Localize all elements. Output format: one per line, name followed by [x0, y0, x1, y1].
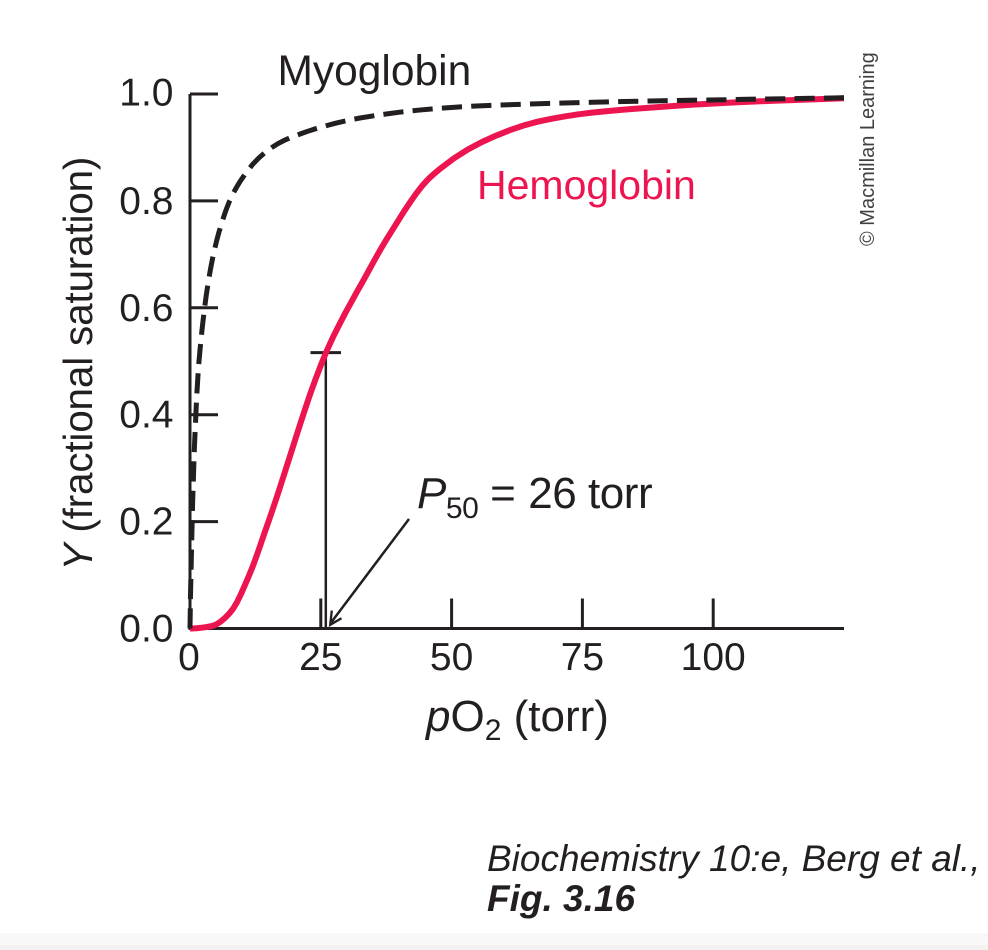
svg-text:1.0: 1.0 — [119, 72, 173, 115]
svg-text:0: 0 — [178, 636, 200, 679]
svg-text:P50 = 26 torr: P50 = 26 torr — [417, 469, 652, 525]
svg-text:100: 100 — [681, 636, 746, 679]
svg-text:50: 50 — [430, 636, 473, 679]
svg-text:0.8: 0.8 — [119, 180, 173, 223]
svg-text:Myoglobin: Myoglobin — [278, 48, 472, 95]
svg-text:Y (fractional saturation): Y (fractional saturation) — [55, 157, 101, 571]
svg-text:Hemoglobin: Hemoglobin — [477, 162, 696, 208]
svg-text:25: 25 — [299, 636, 342, 679]
svg-text:0.4: 0.4 — [119, 394, 173, 437]
svg-text:0.6: 0.6 — [119, 287, 173, 330]
svg-text:Fig. 3.16: Fig. 3.16 — [487, 878, 635, 919]
svg-text:0.0: 0.0 — [119, 608, 173, 651]
svg-text:75: 75 — [561, 636, 604, 679]
svg-text:pO2 (torr): pO2 (torr) — [424, 692, 609, 747]
svg-text:0.2: 0.2 — [119, 501, 173, 544]
svg-text:Biochemistry 10:e, Berg et al.: Biochemistry 10:e, Berg et al., — [487, 838, 981, 879]
svg-text:© Macmillan Learning: © Macmillan Learning — [857, 52, 879, 246]
